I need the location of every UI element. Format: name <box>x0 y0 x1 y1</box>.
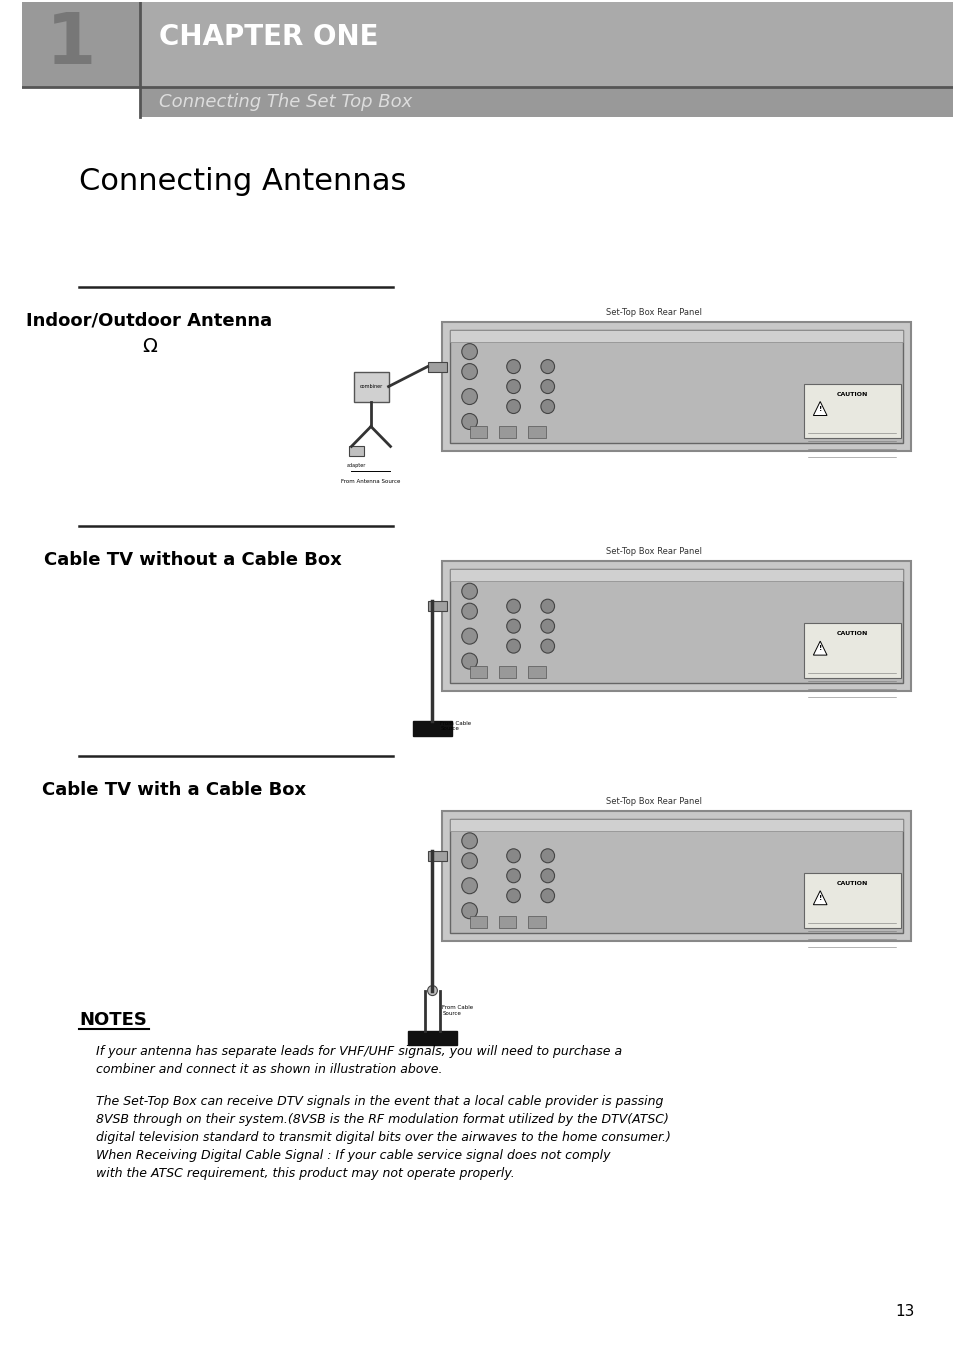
Text: NOTES: NOTES <box>79 1010 147 1028</box>
Text: CAUTION: CAUTION <box>836 391 867 397</box>
Polygon shape <box>813 402 826 415</box>
Text: !: ! <box>818 406 821 411</box>
Text: Indoor/Outdoor Antenna: Indoor/Outdoor Antenna <box>26 312 272 329</box>
Bar <box>450 329 902 444</box>
Text: CAUTION: CAUTION <box>836 631 867 637</box>
Text: Connecting The Set Top Box: Connecting The Set Top Box <box>159 93 412 111</box>
Bar <box>469 916 487 928</box>
Circle shape <box>540 599 554 614</box>
Circle shape <box>506 399 519 414</box>
Bar <box>469 666 487 679</box>
Circle shape <box>540 379 554 394</box>
Circle shape <box>461 629 476 643</box>
Circle shape <box>461 853 476 869</box>
Bar <box>450 819 902 932</box>
Text: !: ! <box>818 894 821 901</box>
Circle shape <box>506 379 519 394</box>
Bar <box>498 916 516 928</box>
Bar <box>139 88 953 117</box>
Circle shape <box>461 603 476 619</box>
Circle shape <box>506 869 519 882</box>
Circle shape <box>540 889 554 902</box>
Circle shape <box>461 389 476 405</box>
Circle shape <box>461 832 476 849</box>
Circle shape <box>540 869 554 882</box>
Text: Set-Top Box Rear Panel: Set-Top Box Rear Panel <box>606 797 701 805</box>
Circle shape <box>506 619 519 633</box>
Bar <box>450 819 902 831</box>
Circle shape <box>540 399 554 414</box>
Bar <box>22 3 139 88</box>
Circle shape <box>461 414 476 429</box>
Circle shape <box>506 889 519 902</box>
Circle shape <box>540 849 554 863</box>
Bar <box>442 561 910 691</box>
Bar <box>498 666 516 679</box>
Circle shape <box>427 986 436 996</box>
Text: adapter: adapter <box>346 464 366 468</box>
Circle shape <box>506 639 519 653</box>
Bar <box>354 371 388 402</box>
Text: 13: 13 <box>895 1304 914 1319</box>
Bar <box>427 362 447 371</box>
Bar <box>802 383 901 438</box>
Bar <box>413 720 452 737</box>
Text: 1: 1 <box>46 9 96 78</box>
Text: CAUTION: CAUTION <box>836 881 867 886</box>
Bar <box>139 3 953 88</box>
Circle shape <box>461 364 476 379</box>
Bar <box>450 569 902 581</box>
Bar <box>450 569 902 683</box>
Bar <box>802 873 901 928</box>
Circle shape <box>461 344 476 360</box>
Text: Set-Top Box Rear Panel: Set-Top Box Rear Panel <box>606 308 701 317</box>
Circle shape <box>540 619 554 633</box>
Text: The Set-Top Box can receive DTV signals in the event that a local cable provider: The Set-Top Box can receive DTV signals … <box>95 1095 670 1180</box>
Text: If your antenna has separate leads for VHF/UHF signals, you will need to purchas: If your antenna has separate leads for V… <box>95 1045 621 1077</box>
Bar <box>528 426 545 438</box>
Bar <box>528 666 545 679</box>
Bar <box>442 321 910 452</box>
Bar <box>427 851 447 861</box>
Text: !: ! <box>818 645 821 652</box>
Polygon shape <box>813 890 826 905</box>
Bar <box>450 329 902 341</box>
Circle shape <box>540 639 554 653</box>
Circle shape <box>506 360 519 374</box>
Text: CHAPTER ONE: CHAPTER ONE <box>159 23 378 51</box>
Bar <box>528 916 545 928</box>
Circle shape <box>461 878 476 894</box>
Circle shape <box>461 583 476 599</box>
Circle shape <box>461 653 476 669</box>
Text: From Cable
Source: From Cable Source <box>442 1005 473 1016</box>
Bar <box>427 602 447 611</box>
Bar <box>442 811 910 940</box>
Bar <box>349 447 364 456</box>
Circle shape <box>461 902 476 919</box>
Text: combiner: combiner <box>359 384 382 389</box>
Text: From Cable
Source: From Cable Source <box>440 720 471 731</box>
Text: Set-Top Box Rear Panel: Set-Top Box Rear Panel <box>606 548 701 556</box>
Bar <box>408 1031 456 1045</box>
Bar <box>802 623 901 679</box>
Text: Cable TV without a Cable Box: Cable TV without a Cable Box <box>44 552 342 569</box>
Text: Ω: Ω <box>142 337 156 356</box>
Circle shape <box>506 849 519 863</box>
Bar <box>469 426 487 438</box>
Text: Connecting Antennas: Connecting Antennas <box>79 167 406 196</box>
Text: From Antenna Source: From Antenna Source <box>341 479 400 484</box>
Circle shape <box>540 360 554 374</box>
Circle shape <box>506 599 519 614</box>
Bar <box>498 426 516 438</box>
Text: Cable TV with a Cable Box: Cable TV with a Cable Box <box>42 781 305 799</box>
Polygon shape <box>813 641 826 656</box>
